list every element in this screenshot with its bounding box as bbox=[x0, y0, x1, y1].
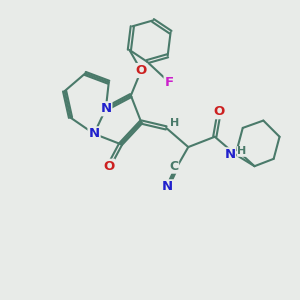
Text: H: H bbox=[237, 146, 247, 157]
Text: N: N bbox=[88, 127, 100, 140]
Text: N: N bbox=[162, 180, 173, 193]
Text: N: N bbox=[100, 102, 111, 115]
Text: N: N bbox=[224, 148, 236, 161]
Text: F: F bbox=[165, 76, 174, 89]
Text: O: O bbox=[214, 105, 225, 118]
Text: O: O bbox=[136, 64, 147, 77]
Text: H: H bbox=[170, 118, 180, 128]
Text: C: C bbox=[169, 160, 178, 173]
Text: O: O bbox=[103, 160, 114, 173]
